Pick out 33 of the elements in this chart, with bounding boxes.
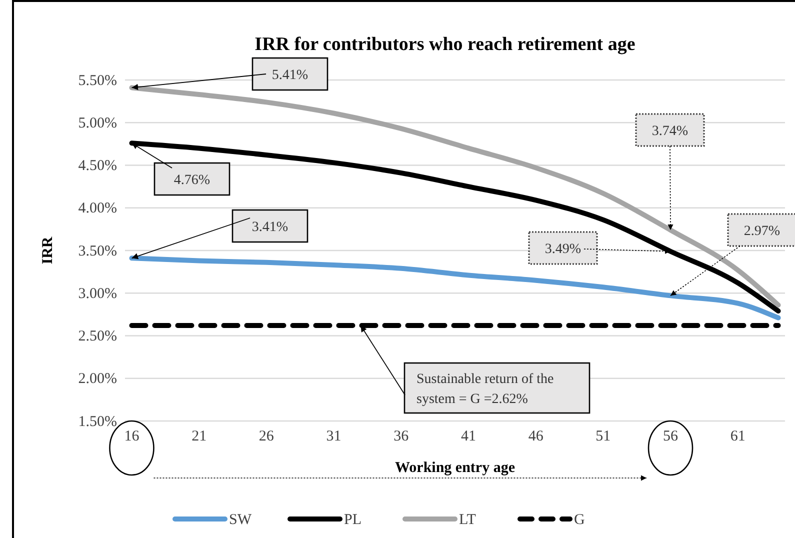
- legend-label: SW: [229, 512, 252, 528]
- x-tick-label: 31: [326, 428, 342, 445]
- y-tick-label: 2.50%: [78, 328, 117, 345]
- y-tick-label: 3.00%: [78, 286, 117, 302]
- x-tick-label: 16: [124, 428, 140, 445]
- y-axis-title: IRR: [40, 236, 56, 264]
- annotation: 3.41%: [252, 220, 288, 235]
- x-tick-label: 61: [730, 428, 746, 445]
- annotation: 2.97%: [744, 224, 780, 239]
- legend-label: LT: [459, 512, 476, 528]
- annotation: 3.49%: [544, 242, 582, 257]
- annotation: 5.41%: [272, 68, 308, 83]
- y-tick-label: 1.50%: [78, 414, 117, 430]
- annotation: 4.76%: [174, 173, 210, 188]
- x-tick-label: 36: [394, 428, 410, 445]
- x-tick-label: 26: [258, 428, 274, 445]
- x-tick-label: 46: [528, 428, 544, 445]
- annotation: 3.74%: [652, 124, 688, 139]
- chart-title: IRR for contributors who reach retirement age: [254, 34, 636, 55]
- annotation: Sustainable return of the system = G =2.62%: [416, 372, 554, 407]
- y-tick-label: 4.00%: [78, 200, 117, 217]
- legend-label: G: [574, 512, 585, 528]
- x-tick-label: 21: [192, 428, 207, 445]
- x-tick-label: 56: [663, 428, 679, 445]
- legend-label: PL: [344, 512, 362, 528]
- x-tick-label: 41: [460, 428, 476, 445]
- y-tick-label: 2.00%: [78, 371, 117, 388]
- x-tick-label: 51: [596, 428, 611, 445]
- y-tick-label: 5.50%: [78, 72, 117, 89]
- y-tick-label: 3.50%: [78, 243, 117, 260]
- y-tick-label: 5.00%: [78, 115, 117, 132]
- x-axis-title: Working entry age: [395, 460, 516, 476]
- y-tick-label: 4.50%: [78, 158, 117, 174]
